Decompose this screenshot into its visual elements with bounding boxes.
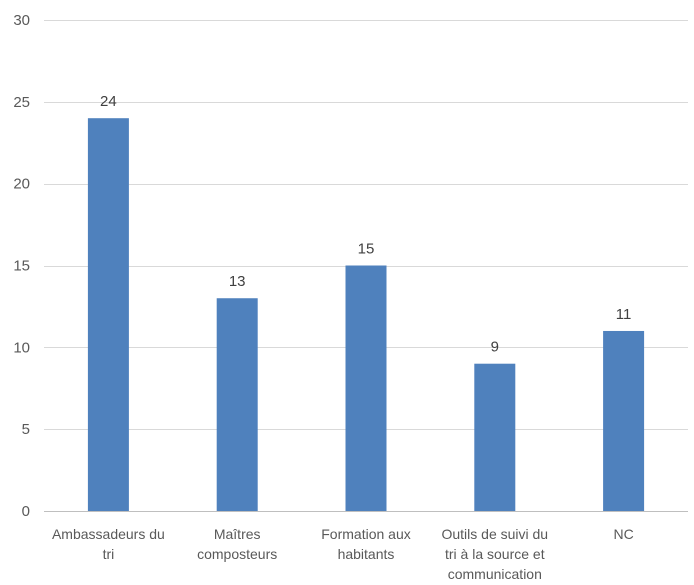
x-category-label-line: tri à la source et (445, 546, 545, 562)
x-category-label-line: habitants (338, 546, 395, 562)
y-tick-label: 15 (13, 258, 30, 275)
bar (603, 330, 645, 511)
x-category-label: Maîtres composteurs (197, 526, 277, 562)
x-category-label-line: Ambassadeurs du (52, 526, 165, 542)
y-axis-tick-labels: 0 5 10 15 20 25 30 (13, 12, 30, 520)
x-category-label: Ambassadeurs du tri (52, 526, 165, 562)
y-tick-label: 20 (13, 176, 30, 193)
y-tick-label: 25 (13, 94, 30, 111)
data-labels: 24 13 15 9 11 (100, 93, 631, 356)
bars (87, 118, 645, 511)
x-category-label-line: composteurs (197, 546, 277, 562)
y-tick-label: 5 (22, 421, 30, 438)
data-label: 13 (229, 273, 246, 290)
y-tick-label: 0 (22, 503, 30, 520)
x-category-label-line: Maîtres (214, 526, 261, 542)
x-category-label: Outils de suivi du tri à la source et comm… (441, 526, 548, 582)
x-category-label-line: tri (103, 546, 115, 562)
bar (474, 363, 516, 511)
data-label: 15 (358, 241, 375, 258)
x-category-label: NC (613, 526, 633, 542)
data-label: 9 (491, 339, 499, 356)
x-category-label-line: Formation aux (321, 526, 410, 542)
x-category-label: Formation aux habitants (321, 526, 410, 562)
bar (87, 118, 129, 511)
data-label: 11 (616, 306, 632, 323)
y-tick-label: 30 (13, 12, 30, 29)
bar (216, 298, 258, 511)
x-axis-category-labels: Ambassadeurs du tri Maîtres composteurs Form… (52, 526, 634, 582)
x-category-label-line: communication (448, 566, 542, 582)
x-category-label-line: NC (613, 526, 633, 542)
data-label: 24 (100, 93, 117, 110)
y-tick-label: 10 (13, 339, 30, 356)
x-category-label-line: Outils de suivi du (441, 526, 548, 542)
bar (345, 265, 387, 511)
